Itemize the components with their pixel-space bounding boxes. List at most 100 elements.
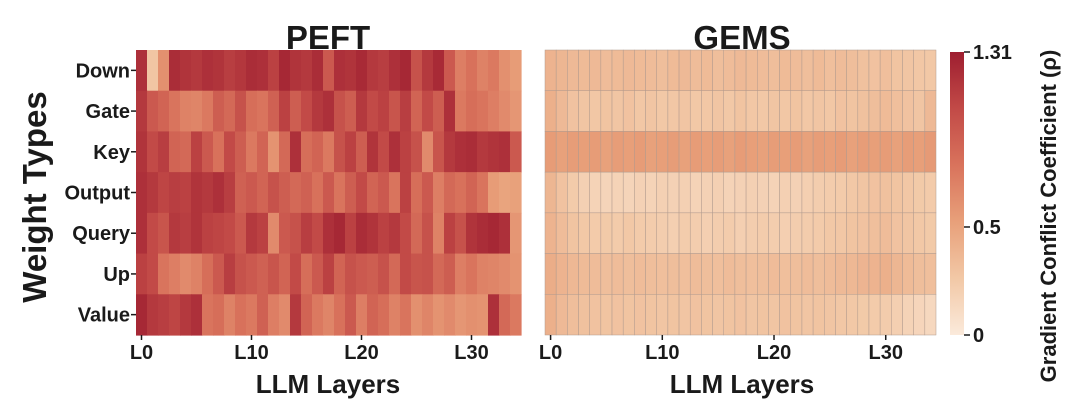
peft-cell <box>345 131 357 173</box>
peft-cell <box>246 90 258 133</box>
gems-cell <box>600 171 613 214</box>
peft-cell <box>334 90 346 133</box>
peft-cell <box>180 172 192 214</box>
peft-cell <box>180 50 192 92</box>
peft-cell <box>312 131 324 173</box>
peft-cell <box>356 50 368 92</box>
gems-cell <box>678 131 691 173</box>
peft-cell <box>235 172 247 214</box>
peft-cell <box>455 90 467 133</box>
gems-cell <box>745 49 758 91</box>
gems-cell <box>634 171 646 214</box>
gems-cell <box>779 131 792 173</box>
peft-cell <box>235 90 247 133</box>
peft-cell <box>301 212 313 255</box>
gems-cell <box>757 49 769 91</box>
peft-cell <box>191 253 203 295</box>
peft-x-tick-label: L0 <box>130 342 153 364</box>
peft-cell <box>169 294 181 336</box>
gems-cell <box>712 49 724 91</box>
gems-cell <box>846 171 859 214</box>
y-axis-title: Weight Types <box>16 91 53 302</box>
gems-cell <box>701 171 713 214</box>
peft-cell <box>444 90 456 133</box>
peft-cell <box>147 294 159 336</box>
gems-cell <box>835 49 847 91</box>
peft-cell <box>180 212 192 255</box>
peft-cell <box>235 212 247 255</box>
gems-cell <box>846 253 859 295</box>
peft-cell <box>444 172 456 214</box>
gems-cell <box>678 171 691 214</box>
gems-cell <box>868 49 881 91</box>
gems-cell <box>678 253 691 295</box>
gems-cell <box>678 90 691 132</box>
peft-cell <box>345 50 357 92</box>
peft-cell <box>257 294 269 336</box>
peft-cell <box>213 131 225 173</box>
peft-cell <box>367 131 379 173</box>
peft-cell <box>136 294 148 336</box>
gems-cell <box>745 131 758 173</box>
gems-cell <box>924 253 937 295</box>
peft-cell <box>433 50 445 92</box>
peft-cell <box>290 90 302 133</box>
peft-cell <box>202 131 214 173</box>
gems-cell <box>857 212 870 254</box>
gems-cell <box>812 90 825 132</box>
gems-cell <box>622 212 635 254</box>
peft-cell <box>279 253 291 295</box>
gems-cell <box>924 131 937 173</box>
peft-cell <box>356 131 368 173</box>
peft-cell <box>400 131 412 173</box>
peft-cell <box>400 294 412 336</box>
gems-cell <box>891 253 903 295</box>
gems-cell <box>589 90 602 132</box>
peft-cell <box>411 212 423 255</box>
peft-x-tick-label: L10 <box>234 342 268 364</box>
peft-cell <box>400 253 412 295</box>
gems-cell <box>801 253 814 295</box>
peft-cell <box>257 253 269 295</box>
gems-cell <box>589 253 602 295</box>
gems-cell <box>600 212 613 254</box>
gems-cell <box>689 212 702 254</box>
gems-cell <box>555 212 568 254</box>
gems-cell <box>622 294 635 336</box>
peft-cell <box>268 131 280 173</box>
peft-cell <box>246 253 258 295</box>
gems-cell <box>645 294 657 336</box>
peft-cell <box>312 90 324 133</box>
gems-cell <box>868 171 881 214</box>
gems-cell <box>611 171 624 214</box>
peft-cell <box>224 253 236 295</box>
gems-cell <box>801 90 814 132</box>
gems-cell <box>924 294 937 336</box>
peft-cell <box>400 90 412 133</box>
gems-cell <box>622 171 635 214</box>
peft-cell <box>158 294 170 336</box>
gems-cell <box>924 171 937 214</box>
peft-cell <box>268 50 280 92</box>
peft-cell <box>268 253 280 295</box>
peft-cell <box>433 131 445 173</box>
peft-cell <box>411 253 423 295</box>
peft-cell <box>268 172 280 214</box>
gems-cell <box>868 131 881 173</box>
gems-cell <box>868 212 881 254</box>
gems-cell <box>734 171 747 214</box>
gems-cell <box>578 131 590 173</box>
gems-cell <box>701 294 713 336</box>
peft-cell <box>422 212 434 255</box>
peft-cell <box>378 294 390 336</box>
peft-cell <box>136 50 148 92</box>
peft-cell <box>169 172 181 214</box>
peft-cell <box>400 172 412 214</box>
peft-cell <box>301 131 313 173</box>
peft-cell <box>477 212 489 255</box>
peft-cell <box>422 131 434 173</box>
peft-cell <box>488 294 500 336</box>
peft-cell <box>378 131 390 173</box>
peft-cell <box>510 294 522 336</box>
gems-cell <box>768 212 780 254</box>
